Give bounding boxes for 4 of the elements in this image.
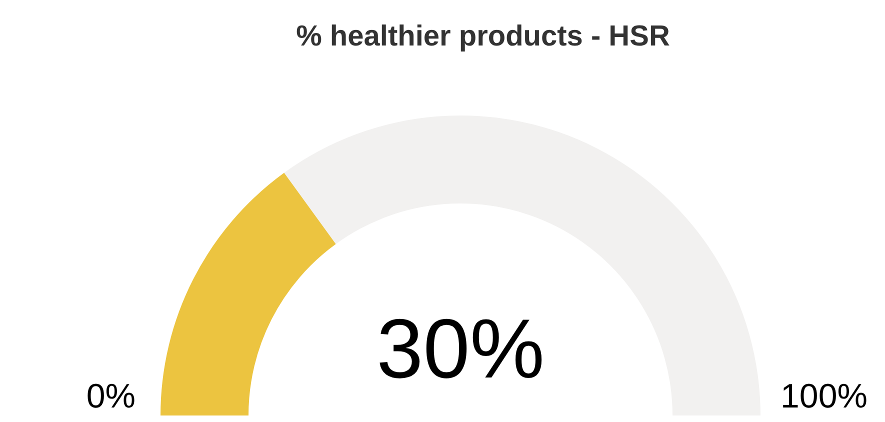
text: 30% <box>376 302 545 396</box>
text: 100% <box>780 378 868 416</box>
text: 0% <box>86 378 136 416</box>
chart-title: % healthier products - HSR <box>296 20 670 52</box>
